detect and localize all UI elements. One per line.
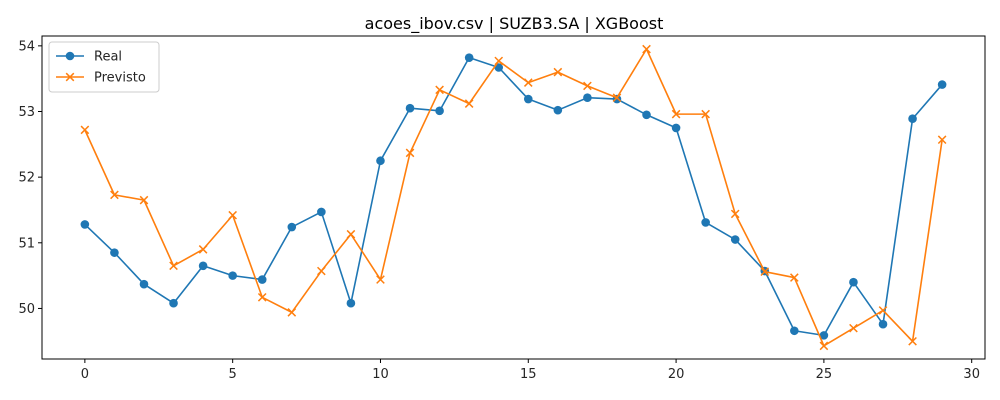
data-point	[80, 220, 90, 229]
data-point	[435, 85, 444, 95]
data-point	[849, 323, 858, 333]
y-tick-label: 54	[18, 39, 35, 54]
data-point	[317, 266, 326, 276]
data-point	[849, 277, 858, 287]
data-point	[110, 190, 119, 200]
legend: Real Previsto	[48, 41, 160, 93]
data-point	[346, 298, 356, 308]
data-point	[937, 80, 947, 89]
data-point	[642, 44, 651, 54]
data-point	[228, 210, 237, 220]
data-point	[376, 275, 385, 284]
series-line-real	[84, 56, 943, 337]
data-point	[908, 114, 917, 124]
data-point	[80, 125, 90, 135]
data-point	[435, 106, 444, 116]
legend-marker	[65, 51, 75, 61]
data-point	[169, 261, 178, 271]
data-point	[583, 81, 592, 91]
data-point	[139, 279, 149, 289]
data-point	[730, 209, 740, 219]
y-tick-label: 51	[18, 236, 35, 251]
plot-area	[80, 44, 947, 351]
data-point	[878, 306, 888, 315]
x-tick-label: 20	[668, 367, 685, 382]
data-point	[110, 248, 119, 257]
x-tick-label: 25	[816, 367, 833, 382]
data-point	[790, 273, 799, 282]
y-tick-label: 52	[18, 171, 35, 186]
data-point	[405, 103, 415, 113]
chart-title: acoes_ibov.csv | SUZB3.SA | XGBoost	[365, 14, 664, 34]
legend-marker	[65, 72, 75, 82]
data-point	[464, 53, 474, 62]
data-point	[760, 267, 770, 277]
data-point	[908, 336, 917, 346]
data-point	[819, 331, 829, 340]
data-point	[730, 235, 740, 244]
data-point	[257, 275, 267, 284]
data-point	[878, 319, 888, 329]
data-point	[819, 341, 829, 351]
data-point	[317, 207, 326, 217]
data-point	[405, 148, 415, 158]
data-point	[494, 56, 504, 66]
legend-label: Real	[94, 50, 122, 65]
data-point	[228, 271, 237, 280]
data-point	[583, 93, 592, 103]
legend-box	[48, 41, 160, 93]
data-point	[287, 308, 297, 317]
data-point	[701, 218, 710, 227]
data-point	[553, 67, 563, 77]
data-point	[376, 156, 385, 166]
y-tick-label: 53	[18, 105, 35, 120]
data-point	[346, 229, 356, 239]
data-point	[553, 105, 563, 115]
data-point	[671, 123, 681, 133]
data-point	[937, 135, 947, 145]
data-point	[198, 261, 208, 271]
legend-label: Previsto	[94, 71, 146, 86]
data-point	[257, 292, 267, 302]
x-tick-label: 30	[963, 367, 980, 382]
y-tick-label: 50	[18, 302, 35, 317]
data-point	[523, 78, 533, 87]
axes-frame	[41, 35, 986, 360]
data-point	[464, 99, 474, 108]
x-tick-label: 5	[229, 367, 237, 382]
data-point	[287, 222, 297, 232]
x-tick-label: 15	[520, 367, 537, 382]
data-point	[671, 109, 681, 119]
x-tick-label: 10	[372, 367, 389, 382]
data-point	[612, 93, 622, 103]
data-point	[642, 110, 651, 120]
x-tick-label: 0	[81, 367, 89, 382]
data-point	[790, 326, 799, 336]
series-line-previsto	[84, 48, 943, 347]
data-point	[198, 245, 208, 254]
data-point	[523, 94, 533, 104]
data-point	[169, 298, 178, 308]
data-point	[139, 195, 149, 205]
data-point	[701, 109, 710, 119]
